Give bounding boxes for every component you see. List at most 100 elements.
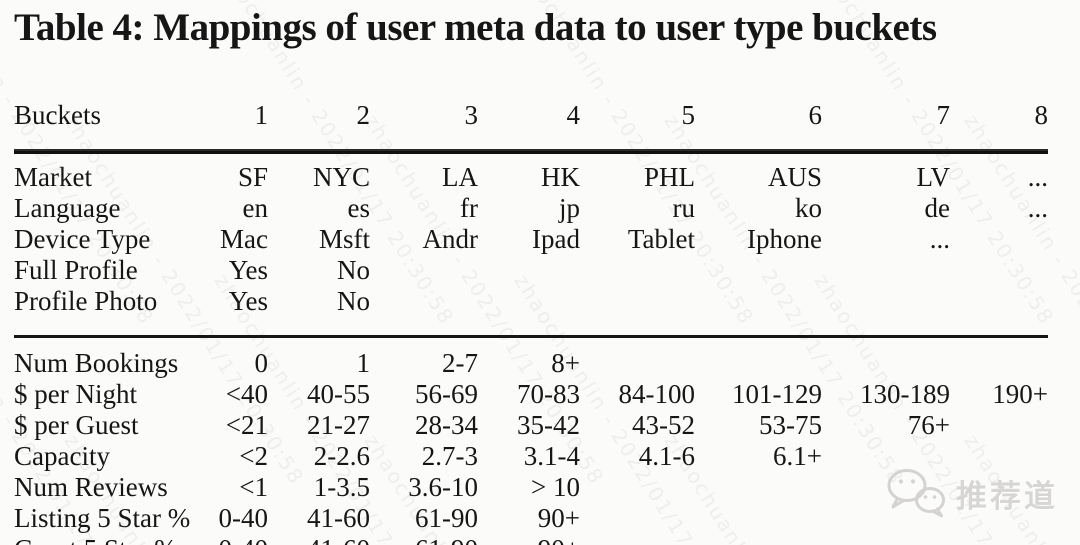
table-cell [695,348,822,379]
table-cell [950,348,1048,379]
row-label: Guest 5 Star % [14,534,200,545]
header-rule-cell [14,131,1048,162]
row-label: Num Bookings [14,348,179,378]
table-cell: 6.1+ [773,441,822,471]
table-cell: <1 [239,472,268,502]
table-cell: 76+ [907,410,950,440]
table-cell: LV [916,162,950,192]
row-label: Market [14,162,92,192]
table-cell [950,472,1048,503]
table-cell: 0-40 [200,534,269,545]
table-cell [822,441,950,472]
table-cell: 101-129 [732,379,822,409]
table-cell [950,286,1048,317]
table-cell [950,534,1048,545]
table-cell: 1 [356,348,371,378]
table-row: Capacity <2 2-2.6 2.7-3 3.1-4 4.1-6 6.1+ [14,441,1048,472]
table-cell: Mac [220,224,268,254]
header-rule-line [14,148,1048,154]
table-cell: Yes [228,286,268,316]
table-cell: 0 [254,348,269,378]
table-cell: en [242,193,268,223]
table-cell [950,410,1048,441]
table-cell [822,255,950,286]
row-label: Num Reviews [14,472,168,502]
table-cell: Msft [318,224,370,254]
table-cell [950,224,1048,255]
table-cell [580,472,695,503]
table-cell [822,286,950,317]
table-cell: ru [672,193,696,223]
table-cell: 41-60 [268,534,370,545]
column-header: 7 [936,100,951,130]
section-rule-line [14,334,1048,338]
table-title: Table 4: Mappings of user meta data to u… [14,6,937,49]
table-cell: LA [442,162,478,192]
row-label: Profile Photo [14,286,158,316]
table-cell [950,441,1048,472]
table-row: $ per Guest <21 21-27 28-34 35-42 43-52 53-75 7… [14,410,1048,441]
table-cell: ko [795,193,822,223]
row-label: Capacity [14,441,110,471]
column-header: 4 [566,100,581,130]
table-cell [695,255,822,286]
table-cell: PHL [643,162,695,192]
table-row: Full Profile Yes No [14,255,1048,286]
table-cell: 0-40 [218,503,269,533]
table-cell: ... [1027,193,1048,223]
table-cell [580,255,695,286]
table-row: Market SF NYC LA HK PHL AUS LV... [14,162,1048,193]
table-cell: <2 [239,441,268,471]
table-cell [478,255,580,286]
table-cell [580,503,695,534]
table-cell [580,348,695,379]
table-cell: <21 [225,410,268,440]
table-cell [822,534,950,545]
table-cell: Iphone [747,224,822,254]
table-cell: 61-90 [370,534,478,545]
table-cell: ... [1027,162,1048,192]
column-header: 5 [681,100,696,130]
table-cell [580,534,695,545]
table-cell: 190+ [992,379,1048,409]
row-label: Listing 5 Star % [14,503,191,533]
table-cell: No [337,255,370,285]
table-cell: NYC [312,162,370,192]
table-cell [695,503,822,534]
table-cell: No [337,286,370,316]
table-cell [580,286,695,317]
table-cell: HK [541,162,580,192]
section-rule-cell [14,317,1048,348]
column-header-label: Buckets [14,100,101,130]
table-cell: 84-100 [618,379,696,409]
table-cell: 70-83 [517,379,580,409]
column-header: 3 [464,100,479,130]
table-row: $ per Night <40 40-55 56-69 70-83 84-100 101-1… [14,379,1048,410]
table-cell: 35-42 [517,410,580,440]
table-cell: 61-90 [415,503,478,533]
row-label: $ per Night [14,379,137,409]
table-cell: 2-7 [442,348,478,378]
table-cell: AUS [767,162,822,192]
table-cell: Tablet [627,224,695,254]
bucket-mapping-table: Buckets 1 2 3 4 5 6 7 8 Market SF NYC LA HK PHL AUS LV..… [14,100,1048,545]
table-cell: SF [237,162,268,192]
table-row: Language en es fr jp ru ko de... [14,193,1048,224]
table-cell: 8+ [551,348,580,378]
table-cell: Ipad [532,224,580,254]
table-cell: fr [460,193,478,223]
table-cell: 28-34 [415,410,478,440]
table-cell [695,534,822,545]
table-cell: es [347,193,371,223]
table-cell [822,503,950,534]
table-cell: de [924,193,950,223]
table-cell: jp [558,193,580,223]
table-row: Num Bookings 0 1 2-7 8+ [14,348,1048,379]
table-cell: > 10 [531,472,580,502]
table-cell [950,503,1048,534]
table-cell [822,348,950,379]
row-label: $ per Guest [14,410,139,440]
row-label: Full Profile [14,255,138,285]
